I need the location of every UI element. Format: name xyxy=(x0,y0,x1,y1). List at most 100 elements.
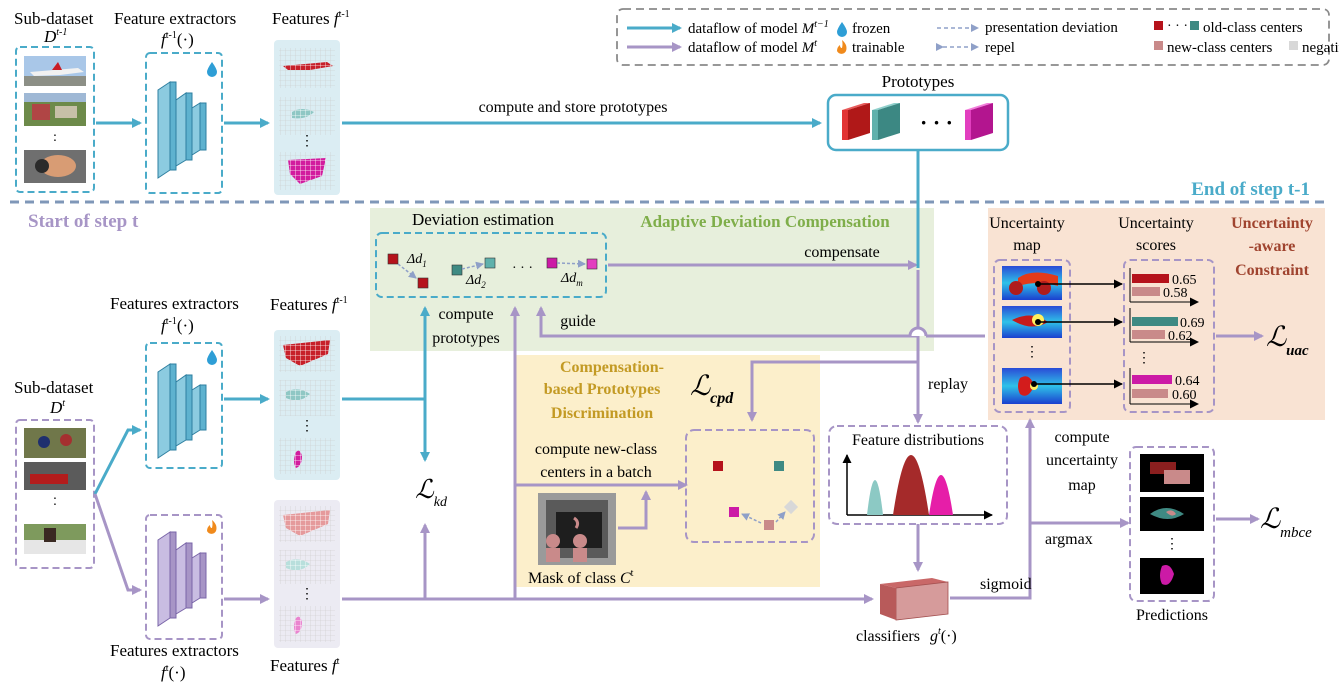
centers-box xyxy=(685,429,815,543)
uncertainty-map-box xyxy=(993,259,1071,413)
score-3a: 0.64 xyxy=(1175,374,1200,389)
bottom-features-new-label: Features xyxy=(270,656,328,675)
legend-trainable: trainable xyxy=(852,40,905,56)
prototype-teal xyxy=(872,103,900,140)
legend-negative-centers: negative centers xyxy=(1302,40,1339,56)
compute-prototypes-label-1: compute xyxy=(438,306,493,323)
bottom-extractor-new-label: Features extractors xyxy=(110,641,239,660)
compute-new-centers-2: centers in a batch xyxy=(540,464,652,481)
legend-repel: repel xyxy=(985,40,1015,56)
argmax-label: argmax xyxy=(1045,531,1093,548)
scores-chart-3: 0.64 0.60 xyxy=(1129,368,1200,409)
score-3b: 0.60 xyxy=(1172,388,1197,403)
end-of-step-label: End of step t-1 xyxy=(1191,179,1310,200)
uac-title-1: Uncertainty xyxy=(1231,215,1313,232)
bottom-features-old-label: Features xyxy=(270,295,328,314)
top-extractor-network xyxy=(157,81,207,179)
bottom-extractor-new-box xyxy=(145,514,223,640)
svg-text:Δdm: Δdm xyxy=(560,271,583,288)
old-red-center-icon xyxy=(1154,21,1163,30)
predictions-box xyxy=(1129,446,1215,602)
svg-text:⋮: ⋮ xyxy=(1025,345,1039,360)
flame-icon xyxy=(837,40,847,54)
sigmoid-label: sigmoid xyxy=(980,576,1032,593)
new-center-icon xyxy=(1154,41,1163,50)
svg-text:Δd1: Δd1 xyxy=(406,252,427,269)
svg-text:⋮: ⋮ xyxy=(1137,351,1151,366)
top-extractor-box xyxy=(145,52,223,194)
svg-text:ft(·): ft(·) xyxy=(161,663,186,682)
water-drop-icon xyxy=(837,22,847,37)
score-2a: 0.69 xyxy=(1180,316,1205,331)
cpd-title-1: Compensation- xyxy=(560,359,664,376)
cpd-title-3: Discrimination xyxy=(551,405,653,422)
score-1a: 0.65 xyxy=(1172,273,1197,288)
svg-text:Dt-1: Dt-1 xyxy=(43,27,67,46)
legend: dataflow of model Mt−1 dataflow of model… xyxy=(616,8,1339,66)
bottom-subdataset-label: Sub-dataset xyxy=(14,378,94,397)
distribution-teal xyxy=(867,480,883,515)
bottom-extractor-old-label: Features extractors xyxy=(110,294,239,313)
negative-center-icon xyxy=(1289,41,1298,50)
prototype-red xyxy=(842,103,870,140)
prediction-1 xyxy=(1140,454,1204,492)
svg-text:⋮: ⋮ xyxy=(300,134,314,149)
mask-image xyxy=(538,493,616,565)
delta-1: Δd xyxy=(406,252,423,267)
start-of-step-label: Start of step t xyxy=(28,211,139,232)
bottom-extractor-new-network xyxy=(157,531,207,627)
uncertainty-scores-title-1: Uncertainty xyxy=(1118,215,1194,232)
adc-title: Adaptive Deviation Compensation xyxy=(640,212,890,231)
loss-kd-symbol: ℒkd xyxy=(415,475,448,510)
uncertainty-scores-box xyxy=(1123,259,1215,413)
svg-text:⋮: ⋮ xyxy=(300,419,314,434)
svg-text:Features ft-1: Features ft-1 xyxy=(270,295,348,314)
legend-presentation-deviation: presentation deviation xyxy=(985,20,1118,36)
svg-text:·: · xyxy=(53,134,58,149)
prediction-3 xyxy=(1140,558,1204,594)
svg-text:⋮: ⋮ xyxy=(300,587,314,602)
svg-text:Δd2: Δd2 xyxy=(465,273,486,290)
classifiers-block xyxy=(880,578,949,621)
svg-text:Mask of class Ct: Mask of class Ct xyxy=(528,568,634,587)
legend-new-class-centers: new-class centers xyxy=(1167,40,1273,56)
svg-text:Dt: Dt xyxy=(49,398,65,417)
top-image-people xyxy=(24,93,86,126)
replay-label: replay xyxy=(928,376,968,393)
svg-text:·: · xyxy=(53,498,58,513)
top-image-airplane xyxy=(24,56,86,86)
top-extractor-label: Feature extractors xyxy=(114,9,236,28)
svg-text:Sub-dataset: Sub-dataset xyxy=(14,9,94,28)
top-subdataset-box xyxy=(15,46,95,193)
svg-text:· · ·: · · · xyxy=(1167,19,1188,34)
svg-text:ft-1(·): ft-1(·) xyxy=(161,30,194,49)
compute-uncertainty-label-3: map xyxy=(1068,477,1096,494)
classifiers-label: classifiers xyxy=(856,628,920,645)
legend-dataflow-new: dataflow of model xyxy=(688,40,798,56)
svg-text:· · ·: · · · xyxy=(512,261,533,276)
top-row: Sub-dataset Dt-1 · · Feature extractors … xyxy=(14,9,1010,195)
feature-distributions-title: Feature distributions xyxy=(852,432,984,449)
uncertainty-scores-title-2: scores xyxy=(1136,237,1176,254)
predictions-label: Predictions xyxy=(1136,607,1208,624)
compute-new-centers-1: compute new-class xyxy=(535,441,657,458)
compute-uncertainty-label-1: compute xyxy=(1054,429,1109,446)
bottom-image-3 xyxy=(24,524,86,554)
svg-text:·: · xyxy=(53,492,58,507)
prototype-magenta xyxy=(965,103,993,140)
bottom-subdataset-box xyxy=(15,419,95,569)
delta-m: Δd xyxy=(560,271,577,286)
compute-prototypes-label-2: prototypes xyxy=(432,330,500,347)
deviation-estimation-box xyxy=(375,232,607,298)
distribution-red xyxy=(893,455,929,515)
top-subdataset-label: Sub-dataset xyxy=(14,9,94,28)
top-features-label: Features xyxy=(272,9,330,28)
scores-chart-2: 0.69 0.62 xyxy=(1129,308,1205,347)
svg-text:⋮: ⋮ xyxy=(1165,537,1179,552)
bottom-extractor-old-network xyxy=(157,363,207,459)
svg-text:· · ·: · · · xyxy=(920,110,953,135)
legend-dataflow-old: dataflow of model xyxy=(688,21,798,37)
legend-old-class-centers: old-class centers xyxy=(1203,20,1303,36)
top-image-pig xyxy=(24,150,86,183)
